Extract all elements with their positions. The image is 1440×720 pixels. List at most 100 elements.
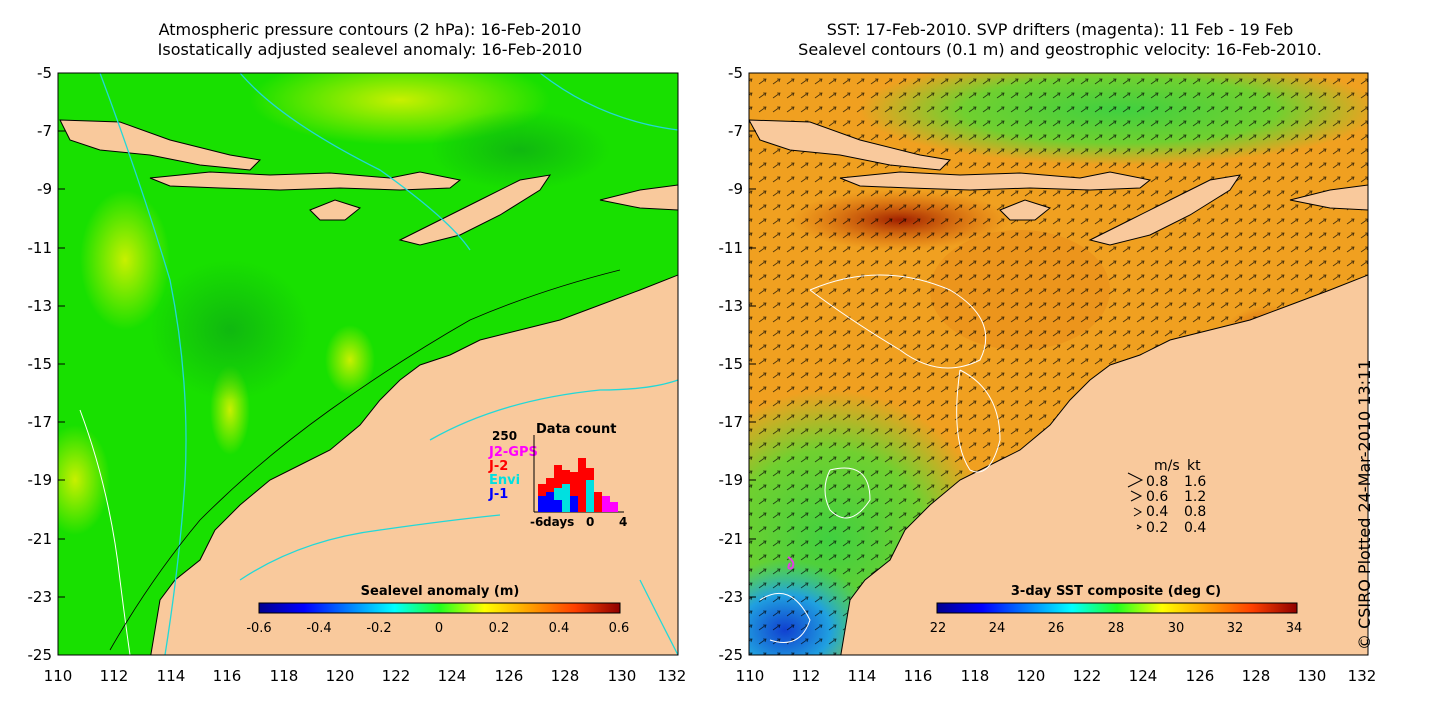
bar-envi [586, 480, 594, 512]
lat-tick: -11 [28, 239, 53, 257]
arrow-icon [1127, 472, 1144, 488]
lon-tick: 116 [213, 667, 242, 685]
sealevel-contour [759, 592, 811, 643]
anomaly-patch-high [80, 190, 170, 330]
colorbar-tick: 24 [989, 621, 1006, 636]
lon-tick: 122 [382, 667, 411, 685]
island-timor [398, 174, 552, 246]
colorbar-tick: 32 [1227, 621, 1244, 636]
colorbar-tick: 22 [930, 621, 947, 636]
bar-j1 [570, 496, 578, 512]
lat-tick: -19 [28, 471, 53, 489]
lon-tick: 112 [792, 667, 821, 685]
bar-j2 [586, 468, 594, 480]
lat-tick: -17 [719, 413, 744, 431]
lat-tick: -25 [28, 646, 53, 664]
bar-j2 [538, 484, 546, 496]
credit-stamp: © CSIRO Plotted 24-Mar-2010 13:11 [1355, 359, 1374, 650]
colorbar-tick: -0.2 [366, 621, 391, 636]
bar-j2 [562, 470, 570, 484]
arrow-icon [1136, 524, 1143, 530]
lat-tick: -15 [28, 355, 53, 373]
lat-tick: -5 [37, 64, 52, 82]
island [309, 199, 362, 221]
sealevel-map: -5 -7 -9 -11 -13 -15 -17 -19 -21 -23 -25… [28, 64, 687, 685]
speed-ms: 0.2 [1146, 520, 1168, 536]
lon-tick: 120 [1017, 667, 1046, 685]
colorbar-tick: -0.6 [246, 621, 271, 636]
inset-xtick: -6 [530, 515, 543, 529]
inset-xtick: 0 [586, 515, 594, 529]
right-title-line1: SST: 17-Feb-2010. SVP drifters (magenta)… [826, 20, 1294, 39]
lon-tick: 126 [495, 667, 524, 685]
bar-j2gps [602, 496, 610, 512]
lon-tick: 114 [848, 667, 877, 685]
lat-tick: -9 [728, 180, 743, 198]
sealevel-contour [79, 409, 131, 655]
lon-tick: 110 [736, 667, 765, 685]
colorbar-tick: 0.2 [489, 621, 510, 636]
drifter-track [787, 556, 795, 570]
lon-tick: 128 [551, 667, 580, 685]
speed-ms: 0.4 [1146, 504, 1168, 520]
colorbar-tick: 0 [435, 621, 443, 636]
speed-ms: 0.8 [1146, 474, 1168, 490]
speed-header-ms: m/s [1154, 458, 1180, 474]
inset-xtick: 4 [619, 515, 627, 529]
colorbar-tick: 34 [1286, 621, 1303, 636]
depth-contour [109, 269, 621, 651]
bar-j2 [570, 472, 578, 496]
colorbar-tick: -0.4 [306, 621, 331, 636]
island-timor [1088, 174, 1242, 246]
speed-legend: m/s kt 0.8 1.6 0.6 1.2 0.4 0.8 0.2 0.4 [1127, 458, 1206, 536]
left-title-line1: Atmospheric pressure contours (2 hPa): 1… [158, 20, 582, 39]
legend-j1: J-1 [488, 487, 508, 502]
anomaly-patch-high [58, 425, 110, 535]
bar-j2 [554, 465, 562, 488]
bar-j1 [538, 496, 546, 512]
lat-tick: -23 [28, 588, 53, 606]
lat-tick: -19 [719, 471, 744, 489]
lat-tick: -7 [37, 122, 52, 140]
island [599, 184, 678, 211]
lon-tick: 126 [1186, 667, 1215, 685]
lat-tick: -21 [719, 530, 744, 548]
inset-title: Data count [536, 422, 616, 437]
sealevel-colorbar [258, 602, 621, 614]
bar-j2 [546, 478, 554, 492]
lat-tick: -13 [28, 297, 53, 315]
colorbar-tick: 28 [1108, 621, 1125, 636]
island [1289, 184, 1368, 211]
sealevel-contour [824, 467, 871, 519]
lat-tick: -15 [719, 355, 744, 373]
lon-tick: 130 [608, 667, 637, 685]
island [839, 171, 1152, 191]
lat-tick: -23 [719, 588, 744, 606]
lon-tick: 112 [100, 667, 129, 685]
lon-tick: 124 [1129, 667, 1158, 685]
anomaly-patch-low [430, 110, 610, 190]
inset-xlabel: days [543, 515, 574, 529]
lon-tick: 110 [44, 667, 73, 685]
speed-kt: 0.8 [1184, 504, 1206, 520]
pressure-contour [99, 73, 187, 655]
lat-tick: -11 [719, 239, 744, 257]
speed-kt: 1.6 [1184, 474, 1206, 490]
sst-colorbar [936, 602, 1298, 614]
lon-tick: 114 [157, 667, 186, 685]
island [149, 171, 462, 191]
sst-map: -5 -7 -9 -11 -13 -15 -17 -19 -21 -23 -25… [719, 64, 1377, 685]
bar-j1 [554, 500, 562, 512]
lat-tick: -17 [28, 413, 53, 431]
anomaly-patch-low [150, 260, 310, 400]
lat-tick-marks [749, 72, 756, 656]
sealevel-contour [956, 369, 1001, 473]
bar-j2 [578, 458, 586, 512]
bar-j2 [594, 492, 602, 512]
lat-tick: -7 [728, 122, 743, 140]
pressure-contour [429, 379, 678, 441]
lon-tick: 130 [1298, 667, 1327, 685]
left-title: Atmospheric pressure contours (2 hPa): 1… [60, 20, 680, 60]
right-title-line2: Sealevel contours (0.1 m) and geostrophi… [798, 40, 1322, 59]
arrow-icon [1133, 507, 1143, 517]
